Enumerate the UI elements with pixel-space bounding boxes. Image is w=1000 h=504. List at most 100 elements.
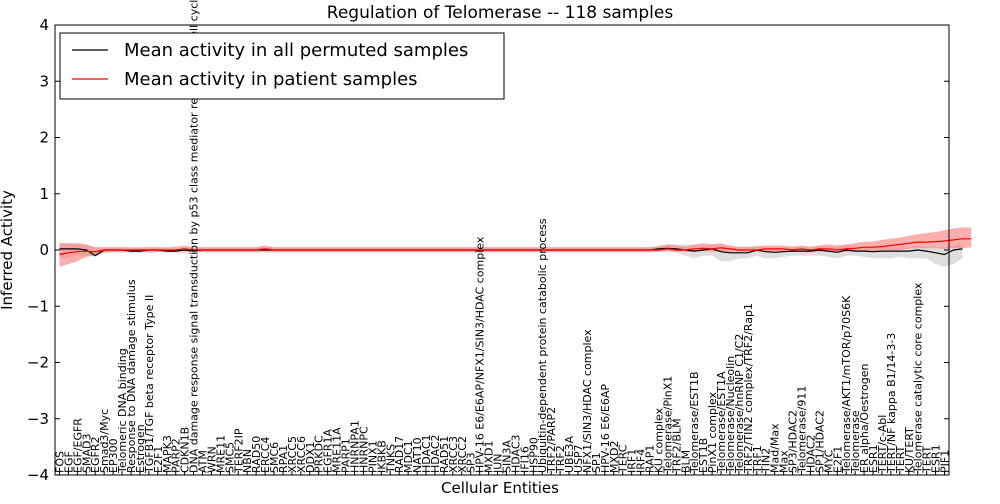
x-tick-label: TRF2/TIN2 complex/TRF2/Rap1	[742, 303, 755, 474]
x-tick-label: RAD50	[250, 436, 263, 473]
x-tick-label: MAPK3	[161, 435, 174, 473]
y-tick-label: 2	[39, 129, 49, 147]
x-tick-label: SP3	[465, 452, 478, 473]
x-tick-label: FOS	[54, 451, 67, 473]
legend-label-patient: Mean activity in patient samples	[124, 69, 418, 90]
x-tick-label: RPA1	[277, 445, 290, 473]
x-tick-label: Telomerase/EST1A	[715, 371, 728, 474]
x-tick-label: Telomerase catalytic core complex	[912, 282, 925, 474]
x-tick-label: ESR1	[867, 444, 880, 473]
x-tick-label: ATM	[197, 450, 210, 473]
x-tick-label: Estrogen	[134, 424, 147, 473]
x-tick-label: EGFR2	[89, 437, 102, 473]
legend-label-permuted: Mean activity in all permuted samples	[124, 40, 468, 61]
x-tick-label: TRF2/PARP2	[545, 407, 558, 474]
x-tick-label: JUN	[492, 453, 505, 474]
x-tick-label: PARP2	[170, 438, 183, 473]
x-tick-label: PARP1	[340, 438, 353, 473]
x-tick-label: E2F1	[831, 446, 844, 473]
x-tick-label: TIN2	[760, 448, 773, 474]
x-tick-label: EST1B	[697, 438, 710, 473]
x-tick-label: Telomerase	[849, 410, 862, 474]
x-tick-label: HPV-16 E6/E6AP	[599, 384, 612, 473]
legend: Mean activity in all permuted samples Me…	[59, 32, 505, 100]
x-tick-label: MRE11A	[331, 427, 344, 473]
x-tick-label: Telomerase/PinX1	[661, 376, 674, 474]
x-tick-label: SP3/HDAC2	[787, 410, 800, 473]
y-tick-label: 1	[39, 185, 49, 203]
x-tick-label: TRF2	[554, 445, 567, 474]
y-tick-label: −3	[27, 410, 49, 428]
x-tick-label: MYC	[822, 449, 835, 473]
x-tick-label: Smad3/Myc	[98, 409, 111, 473]
y-tick-label: −4	[27, 466, 49, 484]
x-tick-label: HPV-16 E6/E6AP/NFX1/SIN3/HDAC complex	[474, 236, 487, 473]
x-tick-label: CDKN1B	[179, 427, 192, 473]
x-tick-label: TERT	[894, 445, 907, 474]
x-tick-label: TERT/NF kappa B1/14-3-3	[885, 333, 898, 474]
x-tick-label: PIF1	[939, 450, 952, 473]
x-tick-label: RAD17	[393, 436, 406, 473]
y-tick-label: 3	[39, 72, 49, 90]
x-tick-label: IRF4	[635, 449, 648, 473]
x-tick-label: TERF2IP	[232, 428, 245, 474]
x-tick-label: XRCC3	[447, 436, 460, 473]
band-patient	[59, 227, 972, 267]
x-tick-label: Telomeric DNA binding	[116, 348, 129, 474]
x-tick-label: MXD2	[608, 441, 621, 474]
x-tick-label: RAP1	[644, 445, 657, 473]
x-tick-label: DNA damage response signal transduction …	[188, 0, 201, 473]
x-tick-label: IRF1	[626, 449, 639, 473]
x-tick-label: TERC	[617, 444, 630, 474]
x-tick-label: TRF1	[751, 445, 764, 474]
x-tick-label: WRN	[205, 446, 218, 473]
y-tick-label: −1	[27, 297, 49, 315]
x-tick-label: Telomerase/hnRNP C1/C2	[733, 334, 746, 474]
y-tick-label: 0	[39, 241, 49, 259]
x-tick-label: TGFB1/TGF beta receptor Type II	[143, 295, 156, 474]
x-tick-label: USP7	[572, 444, 585, 473]
x-tick-label: Max	[778, 450, 791, 473]
x-tick-label: Mad/Max	[769, 423, 782, 473]
x-tick-label: Telomerase/Nucleolin	[724, 356, 737, 474]
x-tick-label: SMC5	[223, 442, 236, 473]
x-tick-label: BLM	[679, 450, 692, 473]
series-line-patient	[59, 238, 972, 256]
x-tick-label: MDC1	[402, 440, 415, 473]
x-tick-label: UBE3A	[563, 435, 576, 473]
x-tick-label: Telomerase/AKT1/mTOR/p70S6K	[840, 295, 853, 474]
legend-box	[59, 32, 505, 100]
x-tick-label: TRF2/BLM	[670, 418, 683, 474]
plot-area	[59, 227, 972, 267]
x-tick-label: EGFR1A	[322, 429, 335, 473]
x-tick-label: Telomerase/911	[796, 386, 809, 474]
x-tick-label: MXD1	[483, 441, 496, 474]
x-tick-label: SMAD3	[80, 434, 93, 473]
x-tick-label: RAD51	[438, 436, 451, 473]
x-tick-label: KU/TERT	[903, 427, 916, 473]
x-tick-label: TNKS	[384, 444, 397, 474]
x-tick-label: HDAC3	[509, 434, 522, 473]
y-axis-label: Inferred Activity	[0, 190, 16, 310]
x-tick-label: HSP90	[527, 437, 540, 473]
x-tick-label: XRCC2	[456, 436, 469, 473]
x-tick-label: XRCC5	[286, 436, 299, 473]
x-tick-label: NBN	[241, 449, 254, 473]
x-tick-label: Response to DNA damage stimulus	[125, 279, 138, 473]
x-tick-label: EGF	[62, 451, 75, 473]
x-tick-label: Telomerase/EST1B	[688, 371, 701, 474]
x-tick-label: HNRNPA1	[349, 420, 362, 473]
x-tick-label: ERCC4	[259, 437, 272, 473]
chart-title: Regulation of Telomerase -- 118 samples	[327, 3, 674, 23]
x-tick-label: IFI16	[518, 446, 531, 473]
x-tick-label: TERT	[921, 445, 934, 474]
x-tick-label: EGF/EGFR	[71, 418, 84, 473]
x-tick-label: PinX1 complex	[706, 391, 719, 473]
x-tick-label: NAT10	[411, 437, 424, 473]
x-tick-label: HDAC2	[429, 434, 442, 473]
x-tick-label: MRE11	[214, 435, 227, 473]
x-tick-label: TERT/c-Abl	[876, 415, 889, 474]
x-tick-label: SP1/HDAC2	[813, 410, 826, 473]
x-axis-label: Cellular Entities	[441, 479, 559, 497]
